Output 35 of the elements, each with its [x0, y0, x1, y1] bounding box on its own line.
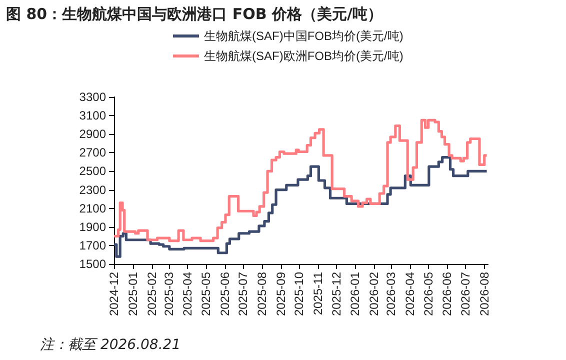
legend-label: 生物航煤(SAF)中国FOB均价(美元/吨)	[204, 29, 404, 43]
x-tick-label: 2026-06	[440, 272, 454, 316]
x-tick-label: 2025-08	[255, 272, 270, 316]
x-tick-label: 2026-08	[477, 272, 492, 316]
y-tick-label: 1700	[79, 238, 106, 252]
x-tick-label: 2025-04	[180, 272, 195, 316]
x-tick-label: 2025-03	[162, 272, 176, 316]
y-tick-label: 3100	[79, 108, 106, 123]
y-tick-label: 2900	[79, 127, 106, 142]
x-tick-label: 2025-07	[236, 272, 250, 316]
x-tick-label: 2025-12	[329, 272, 344, 316]
x-tick-label: 2026-03	[384, 272, 398, 316]
y-tick-label: 3300	[79, 90, 106, 104]
x-tick-label: 2025-11	[311, 272, 326, 316]
x-tick-label: 2026-05	[421, 272, 436, 316]
x-tick-label: 2026-02	[367, 272, 382, 316]
text: 注：截至 2026.08.21	[40, 336, 181, 354]
x-tick-label: 2026-07	[458, 272, 472, 316]
y-tick-label: 1900	[79, 220, 106, 234]
x-tick-label: 2025-09	[274, 272, 288, 316]
x-tick-label: 2025-01	[126, 272, 140, 316]
chart-title: 图 80：生物航煤中国与欧洲港口 FOB 价格（美元/吨）	[6, 5, 382, 24]
x-tick-label: 2025-05	[198, 272, 213, 316]
y-tick-label: 2700	[79, 146, 106, 160]
x-tick-label: 2026-01	[348, 272, 362, 316]
x-tick-label: 2026-04	[403, 272, 418, 316]
x-tick-label: 2025-02	[144, 272, 159, 316]
y-tick-label: 2500	[79, 164, 106, 178]
y-tick-label: 1500	[79, 257, 106, 271]
x-tick-label: 2025-06	[218, 272, 232, 316]
legend-label: 生物航煤(SAF)欧洲FOB均价(美元/吨)	[204, 49, 404, 63]
y-tick-label: 2300	[79, 182, 106, 197]
x-tick-label: 2024-12	[107, 272, 121, 316]
x-tick-label: 2025-10	[292, 272, 306, 316]
y-tick-label: 2100	[79, 201, 106, 216]
